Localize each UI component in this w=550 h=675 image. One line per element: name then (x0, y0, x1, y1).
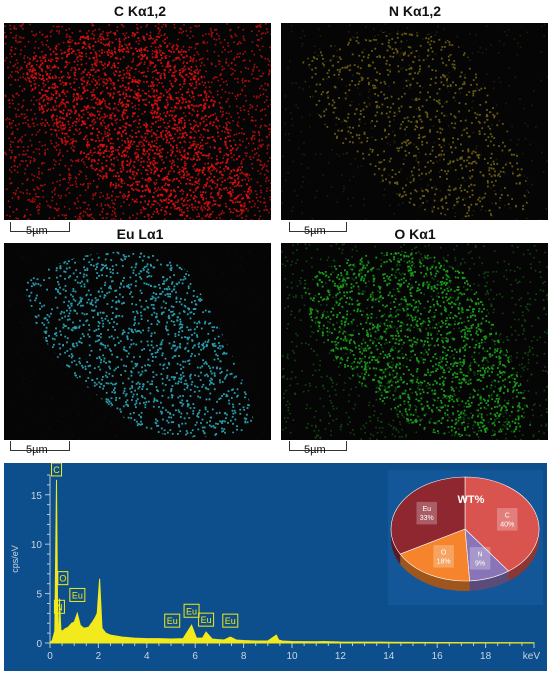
peak-label: O (59, 574, 66, 584)
peak-label: N (56, 602, 63, 612)
y-tick-label: 5 (36, 590, 42, 601)
pie-value: 40% (500, 521, 514, 528)
scale-label-n: 5µm (304, 225, 326, 237)
element-map-n (281, 23, 548, 220)
scale-label-c: 5µm (26, 225, 48, 237)
map-title-c: C Kα1,2 (113, 3, 167, 19)
peak-label-box (198, 612, 215, 627)
scale-bar-n (289, 222, 347, 232)
scale-label-eu: 5µm (26, 444, 48, 456)
y-tick-label: 15 (31, 491, 43, 502)
x-tick-label: 12 (335, 651, 347, 662)
peak-label-box (69, 587, 86, 602)
x-tick-label: 8 (241, 651, 247, 662)
map-title-n: N Kα1,2 (388, 3, 442, 19)
x-tick-label: 2 (96, 651, 102, 662)
x-tick-label: 0 (47, 651, 53, 662)
pie-value: 18% (437, 558, 451, 565)
element-map-c (4, 23, 271, 220)
peak-label: Eu (72, 590, 83, 600)
pie-value: 9% (475, 560, 485, 567)
peak-label-box (183, 603, 200, 618)
peak-label: Eu (225, 616, 236, 626)
pie-label: N (478, 551, 483, 558)
x-tick-label: 18 (480, 651, 492, 662)
pie-slice-c (464, 476, 540, 572)
peak-label-box (57, 571, 69, 586)
wt-pie-chart: C 40% N 9% O 18% Eu 33% WT% (388, 470, 543, 605)
x-unit-label: keV (523, 651, 541, 662)
peak-label: C (53, 465, 60, 475)
map-texture-o (281, 243, 548, 440)
x-tick-label: 16 (432, 651, 444, 662)
map-title-o: O Kα1 (394, 226, 436, 242)
pie-title: WT% (458, 494, 485, 506)
element-map-o (281, 243, 548, 440)
x-tick-label: 6 (192, 651, 198, 662)
scale-bar-eu (10, 441, 70, 451)
y-tick-label: 0 (36, 639, 42, 650)
spectrum-chart: 0 2 4 6 8 10 12 14 16 18 keV 0 5 10 15 cps/eV C O N Eu Eu Eu E… (10, 463, 543, 662)
peak-label-box (164, 613, 181, 628)
peak-label-box (222, 613, 239, 628)
pie-slice-o (399, 528, 470, 582)
scale-label-o: 5µm (304, 444, 326, 456)
eds-spectrum-panel: 0 2 4 6 8 10 12 14 16 18 keV 0 5 10 15 cps/eV C O N Eu Eu Eu E… (4, 463, 547, 671)
pie-label: O (441, 549, 447, 556)
peak-label: Eu (167, 616, 178, 626)
peak-label: Eu (201, 615, 212, 625)
pie-label: C (505, 512, 510, 519)
x-tick-label: 14 (383, 651, 395, 662)
pie-slice-eu (390, 476, 466, 555)
y-axis-label: cps/eV (10, 545, 20, 573)
x-tick-label: 4 (144, 651, 150, 662)
map-texture-c (4, 23, 271, 220)
map-texture-n (281, 23, 548, 220)
pie-label: Eu (423, 506, 432, 513)
scale-bar-c (10, 222, 70, 232)
pie-value: 33% (420, 515, 434, 522)
spectrum-series (48, 479, 535, 644)
peak-label-box (51, 463, 63, 477)
y-tick-label: 10 (31, 540, 43, 551)
peak-label: Eu (186, 606, 197, 616)
peak-label-box (53, 599, 65, 614)
map-texture-eu (7, 243, 268, 440)
scale-bar-o (289, 441, 347, 451)
map-title-eu: Eu Lα1 (116, 226, 164, 242)
element-map-eu (4, 243, 271, 440)
x-tick-label: 10 (286, 651, 298, 662)
